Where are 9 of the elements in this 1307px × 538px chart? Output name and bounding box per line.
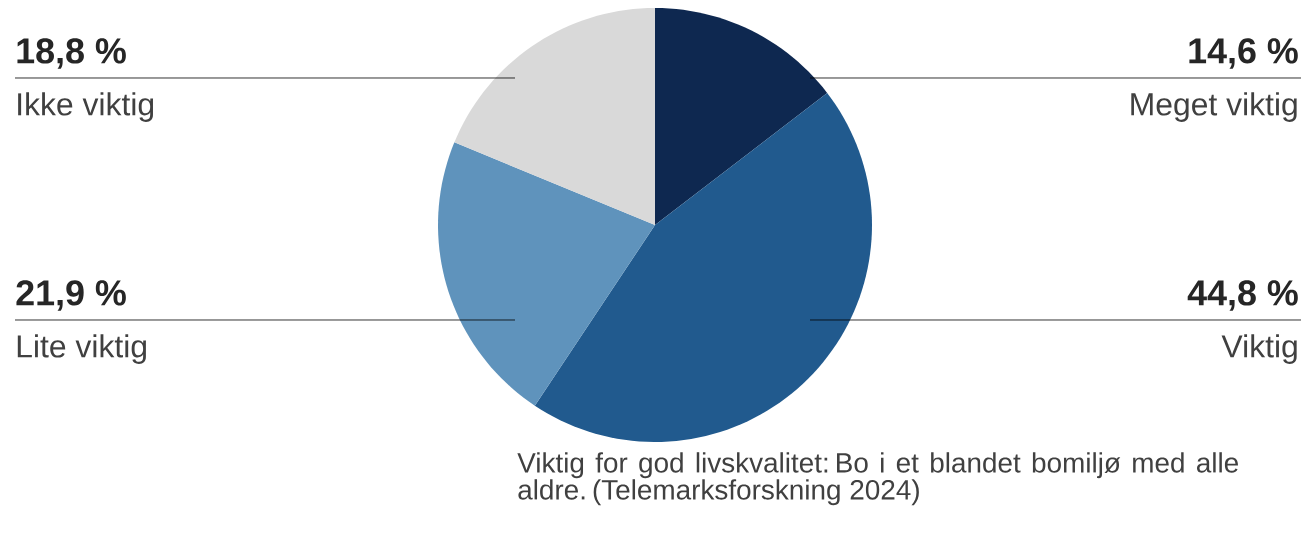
data-label: 44,8 % — [1187, 280, 1298, 311]
slice-label: Viktig — [1221, 334, 1297, 364]
slice-label: Lite viktig — [17, 334, 146, 364]
slice-label: Ikke viktig — [18, 92, 154, 122]
slice-label: Meget viktig — [1131, 92, 1297, 122]
data-label: 14,6 % — [1189, 38, 1298, 69]
data-label: 21,9 % — [16, 280, 126, 311]
text: Viktig for god livskvalitet: Bo i et blandet bomiljø med alle aldre. (Telemarksforskning 2024) — [517, 452, 1238, 506]
data-label: 18,8 % — [17, 38, 126, 69]
